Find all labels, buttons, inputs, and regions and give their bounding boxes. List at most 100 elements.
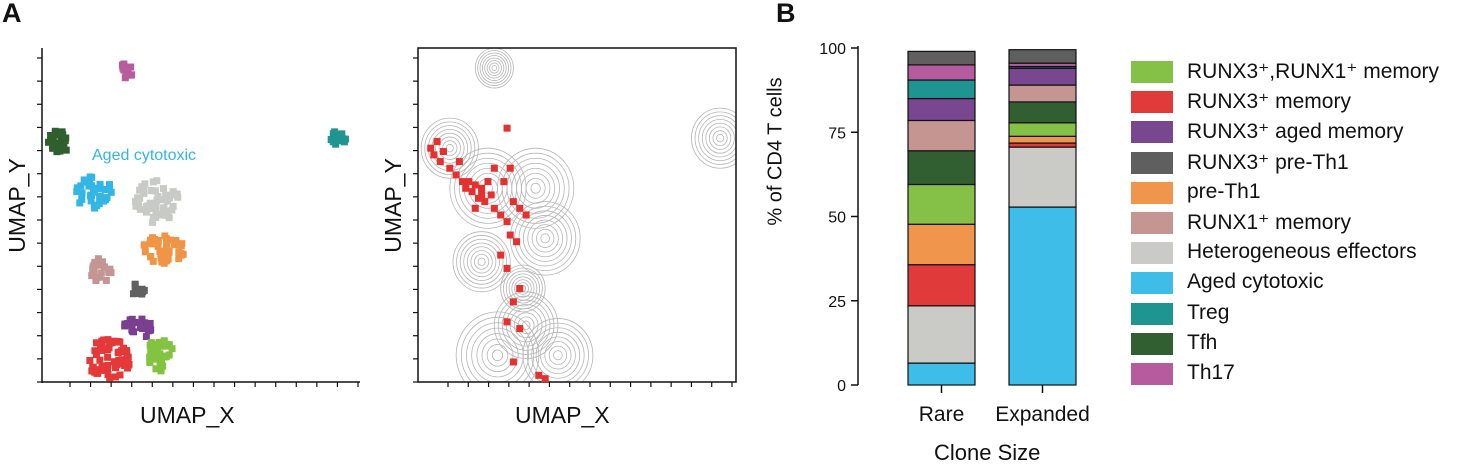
umap-point: [168, 345, 176, 353]
bar-segments: [907, 49, 1077, 386]
contour-ring: [508, 273, 538, 304]
umap-point: [136, 186, 144, 194]
umap-right-xlabel: UMAP_X: [515, 402, 610, 428]
umap-point: [89, 188, 97, 196]
bar-segment: [1008, 101, 1077, 124]
umap-point: [157, 364, 165, 372]
umap-point: [162, 353, 170, 361]
umap-point: [96, 341, 104, 349]
umap-point: [124, 321, 132, 329]
umap-point: [152, 365, 160, 373]
umap-point: [152, 213, 160, 221]
bar-y-tick-label: 25: [828, 294, 846, 311]
contour-ring: [527, 219, 564, 258]
umap-right-contours: [420, 47, 736, 382]
contour-ring: [530, 182, 541, 194]
contour-ring: [705, 122, 735, 154]
umap-point: [338, 134, 346, 142]
umap-point: [138, 315, 146, 323]
contour-ring: [459, 238, 504, 285]
bar-segment: [907, 305, 976, 364]
umap-point: [168, 206, 176, 214]
clone-point: [503, 218, 511, 226]
umap-point: [118, 61, 126, 69]
contour-ring: [511, 162, 560, 214]
umap-point: [170, 241, 178, 249]
clone-point: [506, 231, 514, 239]
clone-point: [513, 238, 521, 246]
umap-point: [92, 276, 100, 284]
umap-point: [156, 353, 164, 361]
umap-point: [154, 237, 162, 245]
clone-point: [439, 148, 447, 156]
contour-ring: [691, 107, 736, 169]
umap-point: [86, 356, 94, 364]
umap-point: [177, 251, 185, 259]
umap-point: [146, 357, 154, 365]
umap-left-points: [45, 60, 349, 382]
umap-point: [61, 137, 69, 145]
umap-point: [174, 193, 182, 201]
umap-point: [144, 327, 152, 335]
umap-point: [153, 196, 161, 204]
umap-point: [105, 185, 113, 193]
umap-point: [111, 364, 119, 372]
bar-expanded: [1008, 49, 1077, 386]
umap-point: [88, 173, 96, 181]
contour-ring: [544, 341, 572, 370]
clone-point: [462, 184, 470, 192]
bar-segment: [907, 97, 976, 122]
umap-point: [94, 255, 102, 263]
contour-ring: [491, 349, 504, 362]
umap-point: [87, 197, 95, 205]
umap-point: [329, 138, 337, 146]
umap-point: [134, 201, 142, 209]
contour-ring: [470, 250, 493, 274]
clone-point: [436, 158, 444, 166]
umap-point: [57, 135, 65, 143]
density-contour: [522, 318, 594, 382]
umap-point: [331, 128, 339, 136]
contour-ring: [522, 318, 594, 382]
contour-ring: [694, 111, 736, 165]
umap-point: [338, 130, 346, 138]
contour-ring: [456, 235, 508, 289]
contour-ring: [476, 333, 519, 378]
umap-point: [100, 263, 108, 271]
contour-ring: [548, 345, 568, 365]
umap-point: [146, 199, 154, 207]
bar-segment: [1008, 122, 1077, 137]
bar-axes: 0 25 50 75 100 Rare Expanded: [819, 41, 1090, 426]
umap-point: [88, 272, 96, 280]
legend-label: RUNX3⁺ pre-Th1: [1187, 150, 1349, 174]
contour-ring: [481, 55, 507, 81]
clone-point: [500, 178, 508, 186]
density-contour: [455, 311, 540, 382]
clone-point: [478, 184, 486, 192]
legend-swatch: [1131, 91, 1173, 114]
umap-point: [161, 232, 169, 240]
bar-segment: [907, 119, 976, 152]
contour-ring: [491, 65, 498, 71]
umap-point: [104, 346, 112, 354]
bar-y-tick-label: 75: [828, 125, 846, 142]
umap-point: [141, 248, 149, 256]
umap-point: [124, 353, 132, 361]
umap-point: [146, 319, 154, 327]
umap-point: [113, 337, 121, 345]
bar-segment: [1008, 146, 1077, 208]
bar-segment: [1008, 206, 1077, 386]
clone-point: [509, 198, 517, 206]
umap-point: [89, 364, 97, 372]
umap-point: [175, 255, 183, 263]
umap-point: [49, 144, 57, 152]
contour-ring: [477, 50, 512, 86]
contour-ring: [716, 134, 725, 143]
umap-point: [149, 234, 157, 242]
clone-point: [487, 191, 495, 199]
umap-point: [90, 267, 98, 275]
umap-point: [153, 177, 161, 185]
bar-segment: [907, 79, 976, 100]
clone-point: [509, 358, 517, 366]
contour-ring: [424, 121, 476, 175]
